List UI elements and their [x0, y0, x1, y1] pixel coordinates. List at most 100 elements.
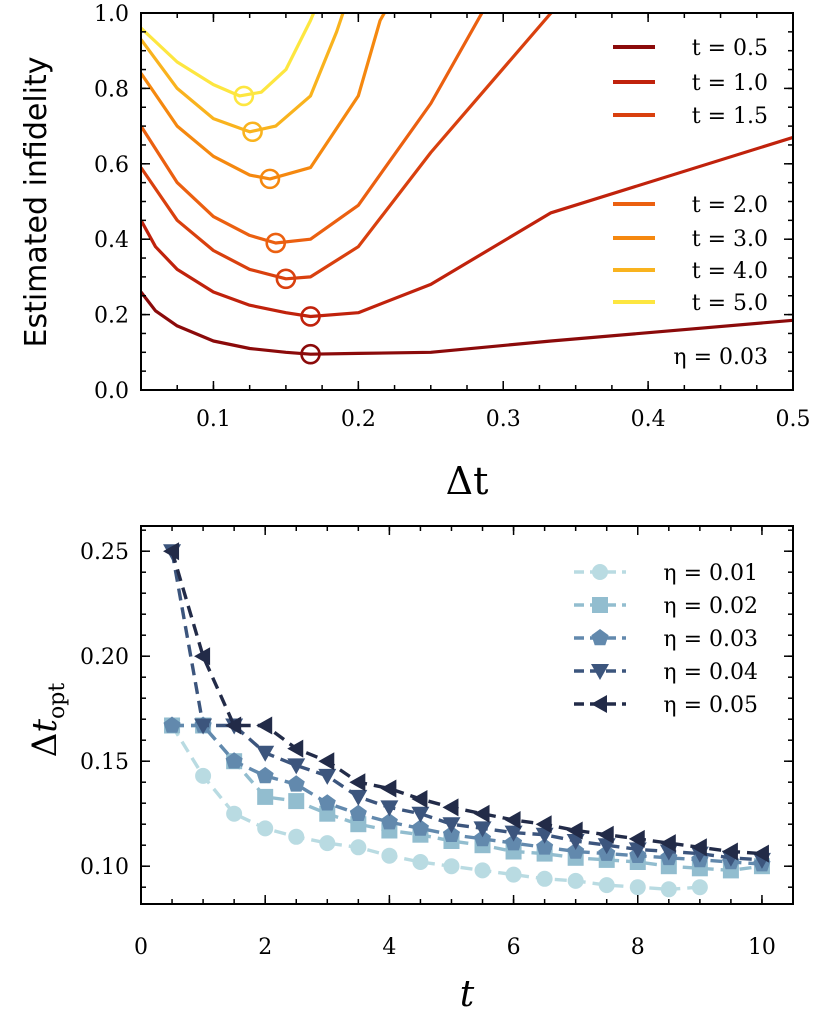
bottom-data-point: [163, 716, 181, 733]
bottom-data-point: [194, 647, 211, 666]
bottom-data-point: [567, 842, 585, 859]
bottom-data-point: [256, 766, 274, 784]
bottom-data-point: [350, 839, 367, 856]
bottom-ytick-label: 0.15: [80, 750, 129, 775]
top-xtick-label: 0.4: [631, 407, 666, 432]
bottom-data-point: [567, 872, 584, 889]
bottom-data-point: [411, 819, 429, 836]
top-optimum-marker-6: [233, 85, 255, 107]
bottom-ytick-label: 0.25: [80, 540, 129, 565]
top-series-line-2: [141, 13, 554, 281]
bottom-data-point: [628, 829, 645, 848]
bottom-legend-label-2: η = 0.03: [663, 627, 758, 652]
bottom-data-point: [163, 542, 180, 561]
bottom-ticks: [140, 526, 794, 904]
top-ytick-label: 0.0: [94, 379, 129, 404]
bottom-data-point: [721, 842, 738, 861]
top-legend-label-5: t = 4.0: [692, 259, 768, 284]
bottom-data-point: [226, 805, 243, 822]
top-legend-label-0: t = 0.5: [692, 36, 768, 61]
bottom-data-point: [629, 879, 646, 896]
bottom-legend-label-3: η = 0.04: [663, 660, 758, 685]
bottom-data-point: [287, 739, 304, 758]
bottom-data-point: [319, 835, 336, 852]
top-annotation: η = 0.03: [673, 345, 768, 370]
top-panel: 0.1 0.2 0.3 0.4 0.5 0.0 0.2 0.4 0.6 0.8 1.0 Estima…: [19, 2, 811, 503]
top-legend-label-2: t = 1.5: [692, 104, 768, 129]
bottom-legend-marker-4: [591, 695, 607, 713]
bottom-data-point: [318, 794, 336, 811]
top-legend-label-3: t = 2.0: [692, 193, 768, 218]
top-series-line-4: [141, 13, 387, 181]
bottom-data-point: [256, 716, 273, 735]
bottom-ytick-label: 0.20: [80, 645, 129, 670]
top-ytick-label: 1.0: [94, 2, 129, 27]
bottom-data-point: [504, 825, 523, 842]
bottom-data-point: [257, 788, 274, 805]
bottom-plot-area: [163, 542, 771, 898]
top-ytick-label: 0.4: [94, 228, 129, 253]
bottom-data-point: [318, 752, 335, 771]
top-legend-label-6: t = 5.0: [692, 291, 768, 316]
bottom-data-point: [443, 858, 460, 875]
bottom-legend-marker-0: [592, 564, 608, 580]
top-xlabel: Δt: [446, 459, 489, 503]
bottom-data-point: [195, 767, 212, 784]
bottom-xtick-label: 6: [507, 935, 521, 960]
bottom-xtick-label: 0: [134, 935, 148, 960]
bottom-data-point: [536, 870, 553, 887]
top-legend: t = 0.5 t = 1.0 t = 1.5 t = 2.0 t = 3.0 t = 4…: [613, 36, 768, 316]
bottom-panel: 0 2 4 6 8 10 0.10 0.15 0.20 0.25 Δtopt t η = 0.01…: [25, 525, 794, 1015]
bottom-xtick-label: 4: [382, 935, 396, 960]
bottom-data-point: [411, 790, 428, 808]
top-xtick-label: 0.2: [341, 407, 376, 432]
bottom-data-point: [660, 881, 677, 898]
top-series-line-5: [141, 13, 345, 134]
bottom-series-line-0: [170, 724, 701, 892]
top-optimum-marker-3: [265, 232, 287, 254]
bottom-data-point: [474, 862, 491, 879]
top-xtick-label: 0.5: [776, 407, 811, 432]
bottom-data-point: [505, 866, 522, 883]
bottom-data-point: [256, 745, 275, 762]
top-legend-label-4: t = 3.0: [692, 227, 768, 252]
top-ylabel: Estimated infidelity: [19, 56, 54, 347]
bottom-frame: [140, 525, 794, 905]
top-optimum-marker-2: [275, 268, 297, 290]
bottom-data-point: [225, 716, 242, 735]
top-optimum-marker-1: [300, 306, 321, 327]
bottom-data-point: [349, 789, 368, 806]
top-series-line-0: [141, 291, 793, 356]
bottom-data-point: [752, 844, 769, 863]
bottom-data-point: [380, 813, 398, 830]
bottom-ytick-label: 0.10: [80, 855, 129, 880]
bottom-data-point: [288, 793, 305, 810]
bottom-data-point: [473, 821, 492, 838]
bottom-data-point: [442, 817, 461, 834]
bottom-xtick-label: 8: [631, 935, 645, 960]
bottom-series-line-1: [172, 723, 763, 873]
bottom-series-points-0: [164, 717, 708, 898]
bottom-series-points-4: [163, 542, 769, 863]
bottom-data-point: [442, 798, 459, 817]
bottom-data-point: [473, 804, 490, 823]
bottom-data-point: [504, 811, 521, 829]
bottom-data-point: [349, 773, 366, 792]
bottom-xtick-label: 2: [258, 935, 272, 960]
bottom-legend-label-4: η = 0.05: [663, 693, 758, 718]
top-series-line-1: [141, 135, 793, 319]
bottom-xtick-label: 10: [748, 935, 776, 960]
bottom-data-point: [412, 854, 429, 870]
top-optimum-marker-0: [300, 343, 321, 365]
bottom-data-point: [380, 779, 397, 798]
bottom-data-point: [691, 879, 708, 896]
bottom-series-points-2: [163, 716, 771, 872]
bottom-data-point: [380, 800, 399, 817]
bottom-data-point: [381, 847, 398, 864]
bottom-data-point: [598, 877, 615, 894]
bottom-data-point: [505, 834, 523, 851]
bottom-legend-label-0: η = 0.01: [663, 561, 758, 586]
bottom-data-point: [690, 838, 707, 857]
bottom-data-point: [287, 758, 306, 775]
